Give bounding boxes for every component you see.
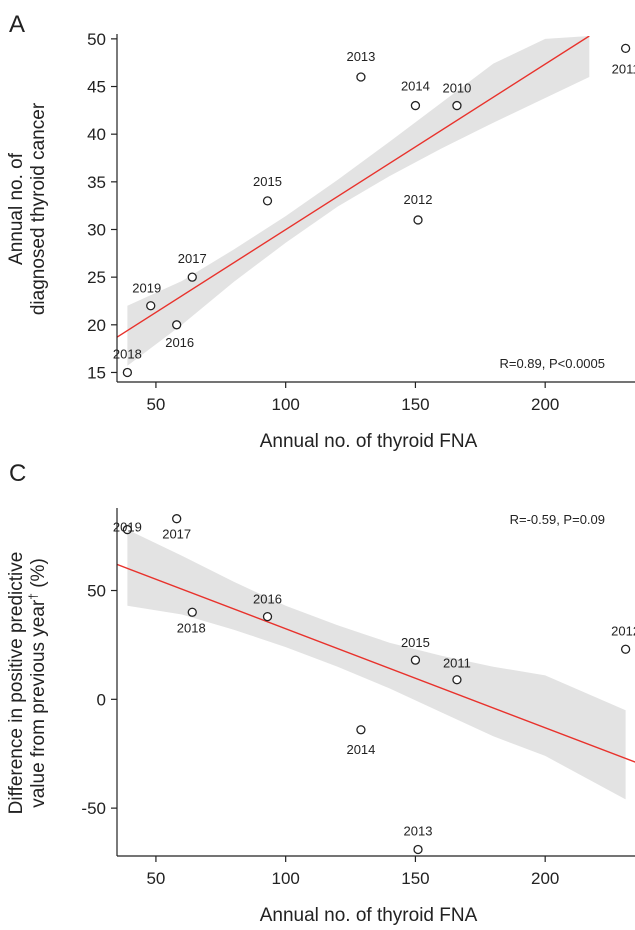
panel-c-point-label-2011: 2011	[443, 656, 471, 671]
panel-c-point-label-2014: 2014	[346, 742, 375, 757]
panel-c-y-tick-label: 0	[97, 690, 106, 709]
panel-c-point-2015	[410, 655, 421, 665]
panel-c-fit-line	[117, 563, 635, 763]
panel-a-x-tick-label: 200	[531, 395, 559, 414]
panel-a-y-axis-title-line: Annual no. of	[6, 152, 27, 265]
panel-a-x-tick-label: 100	[271, 395, 299, 414]
panel-a-fit-line	[117, 36, 590, 338]
panel-a-point-2014	[410, 100, 421, 111]
panel-c-point-2014	[356, 725, 366, 735]
panel-c-stat-annotation: R=-0.59, P=0.09	[510, 512, 605, 527]
panel-a-point-2015	[262, 196, 273, 206]
panel-a-point-label-2017: 2017	[178, 251, 207, 266]
panel-c-point-label-2012: 2012	[611, 623, 635, 638]
panel-a-point-label-2013: 2013	[346, 49, 375, 64]
panel-c-point-label-2015: 2015	[401, 635, 430, 650]
panel-a-x-tick-label: 150	[401, 395, 429, 414]
panel-a-point-2019	[146, 301, 156, 311]
panel-a-y-tick-label: 40	[87, 125, 106, 144]
panel-c-point-2017	[172, 514, 182, 524]
panel-c-x-tick-label: 200	[531, 869, 559, 888]
panel-c-confidence-band	[127, 529, 626, 800]
panel-c-y-axis-title-suffix: (%)	[28, 558, 49, 593]
panel-c-point-label-2019: 2019	[113, 520, 142, 535]
panel-a-stat-annotation: R=0.89, P<0.0005	[499, 356, 605, 371]
panel-a-point-2017	[187, 272, 197, 282]
panel-a-point-label-2011: 2011	[612, 61, 635, 76]
panel-letter-a: A	[9, 11, 25, 38]
panel-c-point-label-2017: 2017	[162, 527, 191, 542]
panel-a-point-label-2016: 2016	[165, 335, 194, 350]
panel-a-y-tick-label: 45	[87, 78, 106, 97]
panel-a-y-tick-label: 20	[87, 316, 106, 335]
panel-c-point-2013	[413, 844, 423, 855]
panel-c-chart: 50 100 150 200 -50 0 50 Annual no. of thyroid F…	[6, 508, 635, 926]
panel-c-point-2012	[620, 644, 631, 654]
panel-c-point-label-2013: 2013	[404, 823, 433, 838]
panel-c-y-axis-title-line: Difference in positive predictive	[6, 552, 27, 815]
panel-a-point-label-2014: 2014	[401, 79, 430, 94]
panel-a-point-2011	[620, 43, 631, 54]
panel-a-point-label-2015: 2015	[253, 174, 282, 189]
panel-c-x-axis-title: Annual no. of thyroid FNA	[260, 905, 478, 926]
panel-a-point-label-2019: 2019	[132, 281, 161, 296]
panel-c-y-tick-label: 50	[87, 582, 106, 601]
panel-a-confidence-band	[127, 36, 590, 366]
panel-a-point-2010	[452, 100, 462, 111]
panel-a-point-2016	[172, 320, 182, 330]
panel-c-point-2011	[452, 675, 462, 685]
panel-c-x-tick-label: 150	[401, 869, 429, 888]
panel-a-point-label-2012: 2012	[404, 192, 433, 207]
panel-a-point-label-2010: 2010	[442, 81, 471, 96]
panel-c-x-tick-label: 100	[271, 869, 299, 888]
panel-a-y-axis-title-line: diagnosed thyroid cancer	[28, 102, 49, 315]
panel-a-point-2018	[122, 367, 133, 378]
panel-a-y-tick-label: 15	[87, 363, 106, 382]
panel-c-point-2018	[187, 607, 197, 617]
panel-a-x-tick-label: 50	[146, 395, 165, 414]
panel-a-y-tick-label: 25	[87, 268, 106, 287]
panel-a-chart: 50 100 150 200 15 20 25 30 35 40 45 50 Annual no. of…	[6, 30, 635, 452]
panel-c-point-2019	[122, 524, 133, 535]
panel-a-y-tick-label: 50	[87, 30, 106, 49]
panel-a-y-tick-label: 30	[87, 220, 106, 239]
panel-a-point-label-2018: 2018	[113, 346, 142, 361]
panel-c-y-axis-title-superscript: †	[26, 593, 40, 600]
panel-c-y-tick-label: -50	[81, 799, 106, 818]
panel-c-point-label-2016: 2016	[253, 592, 282, 607]
panel-a-point-2012	[413, 215, 423, 225]
panel-a-y-tick-label: 35	[87, 173, 106, 192]
panel-c-y-axis-title-line: value from previous year† (%)	[26, 558, 49, 808]
panel-c-x-tick-label: 50	[146, 869, 165, 888]
panel-a-point-2013	[356, 72, 366, 82]
panel-a-x-axis-title: Annual no. of thyroid FNA	[260, 431, 478, 452]
panel-c-point-2016	[262, 611, 273, 622]
panel-letter-c: C	[9, 460, 26, 487]
panel-c-point-label-2018: 2018	[177, 620, 206, 635]
